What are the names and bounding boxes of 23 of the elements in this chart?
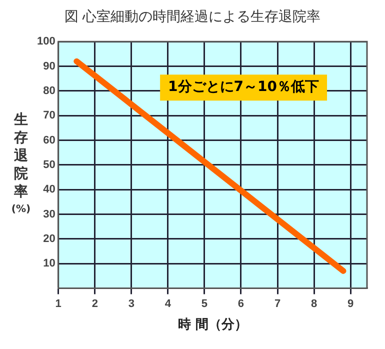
chart-title: 図 心室細動の時間経過による生存退院率 [63, 8, 322, 26]
x-tick-label: 8 [310, 298, 318, 310]
x-tick-label: 2 [92, 298, 98, 310]
y-tick-label: 80 [43, 84, 56, 97]
x-tick-label: 9 [348, 298, 354, 310]
y-tick-label: 60 [43, 134, 56, 146]
x-tick-label: 6 [238, 298, 244, 310]
y-tick-label: 20 [43, 232, 56, 245]
y-tick-label: 100 [36, 36, 56, 48]
y-tick-label: 10 [43, 258, 56, 270]
x-tick-label: 7 [274, 298, 281, 310]
y-tick-label: 70 [43, 110, 56, 122]
y-tick-label: 90 [43, 60, 56, 72]
y-tick-label: 50 [43, 158, 56, 171]
annotation: 1分ごとに7～10％低下 [168, 79, 320, 96]
y-tick-label: 40 [43, 184, 56, 196]
y-axis-title: 生存退院率(%) [10, 110, 32, 216]
x-tick-label: 1 [55, 298, 62, 310]
x-tick-label: 5 [201, 298, 208, 310]
y-tick-label: 30 [43, 208, 56, 220]
x-axis-title: 時 間（分） [178, 318, 248, 333]
x-tick-label: 3 [128, 298, 134, 310]
x-tick-label: 4 [164, 298, 172, 310]
